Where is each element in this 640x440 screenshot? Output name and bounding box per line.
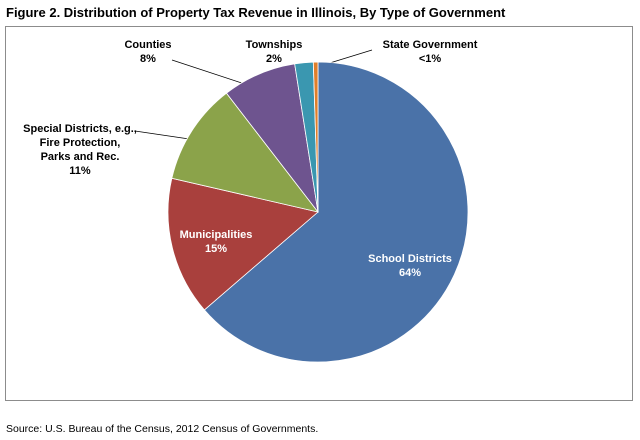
- slice-label: State Government <1%: [383, 38, 478, 66]
- category-label: Townships: [245, 39, 303, 51]
- pie-slice: [167, 177, 319, 311]
- category-label: Special Districts, e.g., Fire Protection…: [23, 123, 137, 163]
- slice-label: Municipalities 15%: [180, 228, 253, 256]
- value-label: 64%: [398, 267, 422, 279]
- category-label: State Government: [382, 39, 478, 51]
- category-label: School Districts: [368, 253, 452, 265]
- category-label: Municipalities: [179, 229, 253, 241]
- source-note: Source: U.S. Bureau of the Census, 2012 …: [6, 423, 319, 435]
- chart-title: Figure 2. Distribution of Property Tax R…: [6, 5, 506, 20]
- value-label: 8%: [140, 53, 156, 65]
- pie-slice: [203, 61, 469, 363]
- value-label: 15%: [204, 243, 228, 255]
- value-label: 11%: [69, 165, 91, 177]
- value-label: <1%: [418, 53, 442, 65]
- slice-label: Townships 2%: [246, 38, 303, 66]
- category-label: Counties: [124, 39, 172, 51]
- value-label: 2%: [266, 53, 282, 65]
- slice-label: School Districts 64%: [368, 252, 452, 280]
- leader-line: [134, 130, 197, 141]
- slice-label: Special Districts, e.g., Fire Protection…: [23, 122, 137, 178]
- pie-slice: [312, 61, 319, 213]
- pie-slice: [171, 92, 319, 213]
- slice-label: Counties 8%: [124, 38, 171, 66]
- chart-frame: [5, 26, 633, 401]
